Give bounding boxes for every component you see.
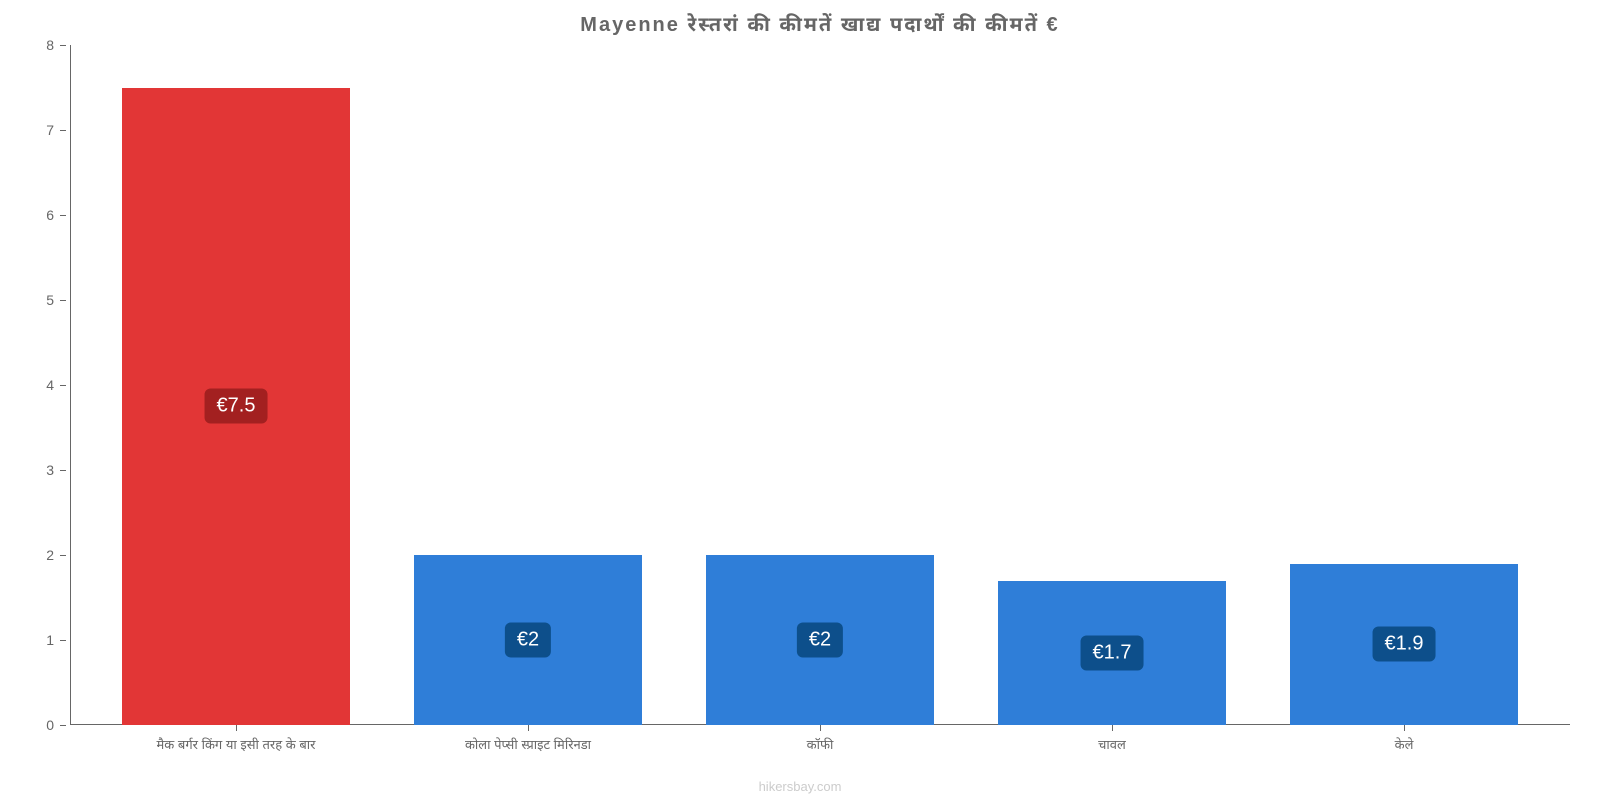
x-axis-label: कॉफी (674, 735, 966, 753)
y-tick-label: 5 (46, 292, 60, 308)
y-tick-mark (60, 470, 66, 471)
x-tick-mark (528, 725, 529, 731)
value-badge: €1.7 (1081, 635, 1144, 670)
x-tick-mark (1112, 725, 1113, 731)
y-tick-mark (60, 385, 66, 386)
bar-slot: €2 (382, 45, 674, 725)
x-axis-labels: मैक बर्गर किंग या इसी तरह के बारकोला पेप… (70, 735, 1570, 753)
value-badge: €2 (797, 623, 843, 658)
y-tick-mark (60, 725, 66, 726)
y-tick: 5 (46, 292, 66, 308)
y-tick: 7 (46, 122, 66, 138)
y-tick-label: 8 (46, 37, 60, 53)
price-chart: Mayenne रेस्तरां की कीमतें खाद्य पदार्थो… (0, 0, 1600, 800)
y-tick: 8 (46, 37, 66, 53)
bar: €2 (706, 555, 934, 725)
x-tick-mark (1404, 725, 1405, 731)
value-badge: €1.9 (1373, 627, 1436, 662)
bar-slot: €7.5 (90, 45, 382, 725)
value-badge: €2 (505, 623, 551, 658)
bar: €2 (414, 555, 642, 725)
chart-title: Mayenne रेस्तरां की कीमतें खाद्य पदार्थो… (70, 10, 1570, 37)
plot-area: 012345678 €7.5€2€2€1.7€1.9 मैक बर्गर किं… (70, 45, 1570, 725)
y-tick: 3 (46, 462, 66, 478)
x-axis-label: कोला पेप्सी स्प्राइट मिरिनडा (382, 735, 674, 753)
bar-slot: €1.7 (966, 45, 1258, 725)
y-tick: 0 (46, 717, 66, 733)
x-axis-label: चावल (966, 735, 1258, 753)
y-tick: 6 (46, 207, 66, 223)
y-tick-label: 0 (46, 717, 60, 733)
y-tick-mark (60, 300, 66, 301)
bar-slot: €2 (674, 45, 966, 725)
x-tick-mark (820, 725, 821, 731)
y-tick-mark (60, 215, 66, 216)
y-tick: 1 (46, 632, 66, 648)
bar-slot: €1.9 (1258, 45, 1550, 725)
y-tick-label: 2 (46, 547, 60, 563)
x-tick-mark (236, 725, 237, 731)
y-tick-mark (60, 45, 66, 46)
bars-container: €7.5 €2 €2 €1.7 €1.9 (70, 45, 1570, 725)
bar: €1.9 (1290, 564, 1518, 726)
y-axis: 012345678 (30, 45, 66, 725)
value-badge: €7.5 (205, 389, 268, 424)
y-tick: 4 (46, 377, 66, 393)
y-tick: 2 (46, 547, 66, 563)
y-tick-label: 1 (46, 632, 60, 648)
x-axis-label: मैक बर्गर किंग या इसी तरह के बार (90, 735, 382, 753)
y-tick-label: 3 (46, 462, 60, 478)
y-tick-mark (60, 640, 66, 641)
y-tick-label: 7 (46, 122, 60, 138)
watermark: hikersbay.com (0, 779, 1600, 794)
y-tick-mark (60, 130, 66, 131)
bar: €7.5 (122, 88, 350, 726)
bar: €1.7 (998, 581, 1226, 726)
x-axis-label: केले (1258, 735, 1550, 753)
y-tick-mark (60, 555, 66, 556)
y-tick-label: 6 (46, 207, 60, 223)
y-tick-label: 4 (46, 377, 60, 393)
